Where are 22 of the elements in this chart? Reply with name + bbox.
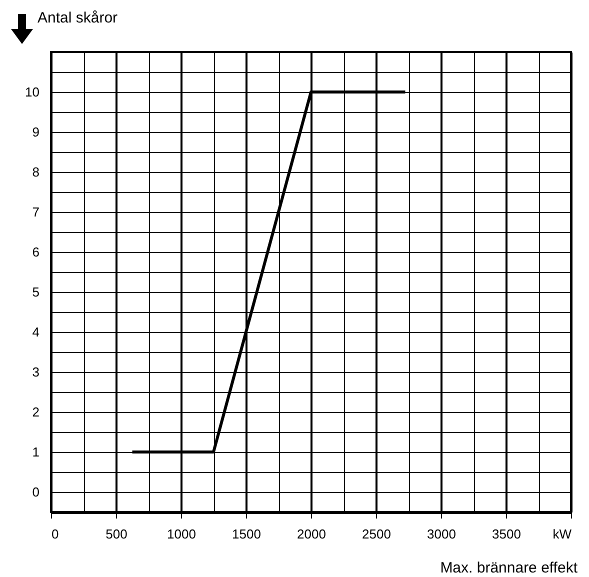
x-tick-label: kW bbox=[552, 526, 572, 542]
x-tick-label: 2000 bbox=[297, 526, 326, 542]
x-tick-label: 3000 bbox=[427, 526, 456, 542]
x-axis-title: Max. brännare effekt bbox=[440, 560, 578, 576]
y-tick-label: 4 bbox=[32, 324, 40, 340]
x-tick-label: 1500 bbox=[232, 526, 261, 542]
y-axis-title: Antal skåror bbox=[38, 10, 118, 26]
y-tick-label: 6 bbox=[32, 244, 40, 260]
y-tick-label: 10 bbox=[25, 84, 40, 100]
y-tick-label: 8 bbox=[32, 164, 40, 180]
y-tick-label: 0 bbox=[32, 484, 40, 500]
y-tick-label: 3 bbox=[32, 364, 40, 380]
y-tick-label: 2 bbox=[32, 404, 40, 420]
y-tick-label: 5 bbox=[32, 284, 40, 300]
x-tick-label: 0 bbox=[52, 526, 59, 542]
x-tick-label: 3500 bbox=[492, 526, 521, 542]
y-tick-label: 7 bbox=[32, 204, 40, 220]
x-tick-label: 2500 bbox=[362, 526, 391, 542]
x-tick-label: 500 bbox=[106, 526, 128, 542]
y-tick-label: 9 bbox=[32, 124, 40, 140]
x-tick-label: 1000 bbox=[167, 526, 196, 542]
y-tick-label: 1 bbox=[32, 444, 40, 460]
